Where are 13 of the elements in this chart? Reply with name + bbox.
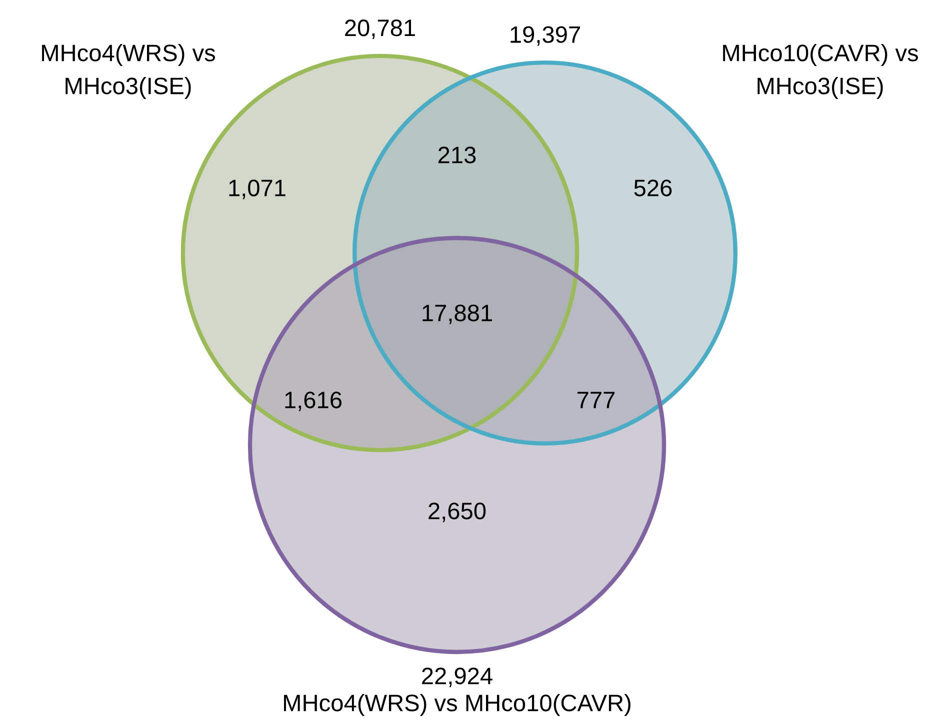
data-label: 20,781 — [345, 20, 415, 40]
text: 777 — [578, 392, 615, 408]
data-label: 19,397 — [510, 26, 580, 46]
text: 526 — [634, 180, 672, 196]
category-label: MHco10(CAVR) vs MHco3(ISE) — [723, 44, 918, 99]
text: 2,650 — [428, 502, 486, 522]
text: 213 — [438, 146, 476, 164]
text: 17,881 — [422, 304, 492, 324]
data-label: 22,924 — [422, 668, 492, 688]
text: 1,616 — [285, 392, 342, 412]
text: 1,071 — [229, 180, 286, 200]
category-label: MHco4(WRS) vs MHco10(CAVR) — [284, 694, 630, 716]
category-label: MHco4(WRS) vs MHco3(ISE) — [42, 44, 216, 99]
